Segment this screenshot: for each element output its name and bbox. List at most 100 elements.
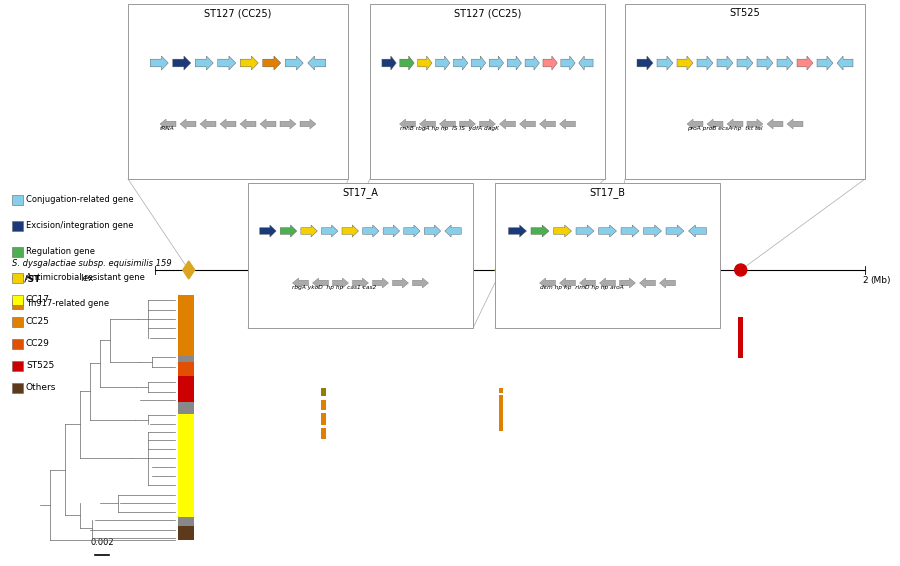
Bar [603,290,608,294]
Polygon shape [260,225,276,237]
Polygon shape [677,56,693,70]
Polygon shape [508,225,526,237]
Polygon shape [400,119,416,129]
Polygon shape [495,261,507,279]
Bar [738,317,743,358]
Polygon shape [660,278,676,288]
Polygon shape [543,56,557,70]
Polygon shape [531,225,549,237]
Bar [178,321,194,333]
Bar [178,376,194,402]
Polygon shape [767,119,783,129]
Polygon shape [342,225,358,237]
Polygon shape [777,56,793,70]
Bar [499,388,503,393]
Bar [321,388,326,396]
Polygon shape [280,119,296,129]
Text: CC17: CC17 [26,295,50,305]
Polygon shape [180,119,196,129]
Bar [12,295,23,305]
Text: CC25: CC25 [26,318,50,327]
Polygon shape [747,119,763,129]
Bar [12,383,23,393]
Polygon shape [603,261,616,279]
Bar [248,183,473,328]
Text: CC/ST: CC/ST [12,274,41,283]
Polygon shape [424,225,441,237]
Polygon shape [445,225,462,237]
Polygon shape [436,56,450,70]
Polygon shape [644,225,662,237]
Polygon shape [525,56,539,70]
Bar [178,333,194,345]
Polygon shape [576,225,594,237]
Bar [495,183,720,328]
Polygon shape [560,119,575,129]
Text: rbgA ykoD  hp hp  cas1 cas2: rbgA ykoD hp hp cas1 cas2 [292,285,377,290]
Polygon shape [195,56,213,70]
Polygon shape [621,225,639,237]
Text: ST127 (CC25): ST127 (CC25) [204,8,272,18]
Polygon shape [285,56,303,70]
Text: 2: 2 [862,276,868,285]
Bar [321,413,326,424]
Polygon shape [508,56,521,70]
Polygon shape [657,56,673,70]
Text: ermB: ermB [241,49,257,54]
Polygon shape [688,225,706,237]
Polygon shape [220,119,236,129]
Polygon shape [561,56,575,70]
Polygon shape [554,225,572,237]
Polygon shape [150,56,168,70]
Polygon shape [837,56,853,70]
Polygon shape [160,119,176,129]
Bar [178,356,194,362]
Text: CC29: CC29 [26,340,50,349]
Bar [12,221,23,231]
Polygon shape [707,119,723,129]
Bar [499,395,503,431]
Polygon shape [183,261,194,279]
Polygon shape [817,56,833,70]
Polygon shape [263,56,281,70]
Polygon shape [240,119,256,129]
Bar [178,414,194,517]
Bar [12,339,23,349]
Polygon shape [490,56,504,70]
Text: rnhB rbgA hp hp  IS IS  ydfA dagK: rnhB rbgA hp hp IS IS ydfA dagK [400,126,499,131]
Polygon shape [321,225,338,237]
Bar [12,361,23,371]
Polygon shape [218,56,236,70]
Polygon shape [439,119,455,129]
Text: 1: 1 [507,276,513,285]
Polygon shape [300,119,316,129]
Bar [12,247,23,257]
Polygon shape [308,56,326,70]
Text: Tn917-related gene: Tn917-related gene [26,299,109,308]
Polygon shape [480,119,496,129]
Polygon shape [280,225,297,237]
Polygon shape [580,278,596,288]
Polygon shape [404,225,420,237]
Bar [178,402,194,414]
Polygon shape [412,278,428,288]
Text: lex: lex [80,274,94,283]
Polygon shape [382,56,396,70]
Polygon shape [363,225,379,237]
Polygon shape [353,278,368,288]
Polygon shape [619,278,635,288]
Circle shape [734,264,747,276]
Text: ST17_A: ST17_A [343,187,378,198]
Polygon shape [737,56,753,70]
Polygon shape [787,119,803,129]
Bar [321,400,326,410]
Bar [12,299,23,309]
Text: ST127 (CC25): ST127 (CC25) [454,8,521,18]
Polygon shape [757,56,773,70]
Polygon shape [519,119,536,129]
Bar [178,526,194,540]
Text: Antimicrobial resistant gene: Antimicrobial resistant gene [26,273,145,282]
Text: Conjugation-related gene: Conjugation-related gene [26,195,133,204]
Text: Others: Others [26,384,57,392]
Polygon shape [318,261,329,279]
